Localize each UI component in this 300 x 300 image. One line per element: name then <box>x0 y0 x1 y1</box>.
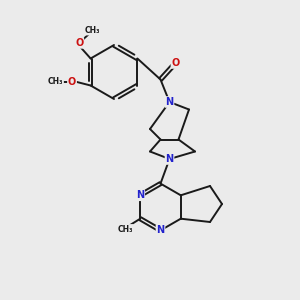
Text: N: N <box>136 190 144 200</box>
Text: O: O <box>68 77 76 87</box>
Text: CH₃: CH₃ <box>118 225 133 234</box>
Text: N: N <box>165 97 174 107</box>
Text: CH₃: CH₃ <box>48 77 63 86</box>
Text: O: O <box>75 38 83 48</box>
Text: N: N <box>156 225 165 236</box>
Text: N: N <box>165 154 174 164</box>
Text: O: O <box>171 58 180 68</box>
Text: CH₃: CH₃ <box>85 26 100 35</box>
